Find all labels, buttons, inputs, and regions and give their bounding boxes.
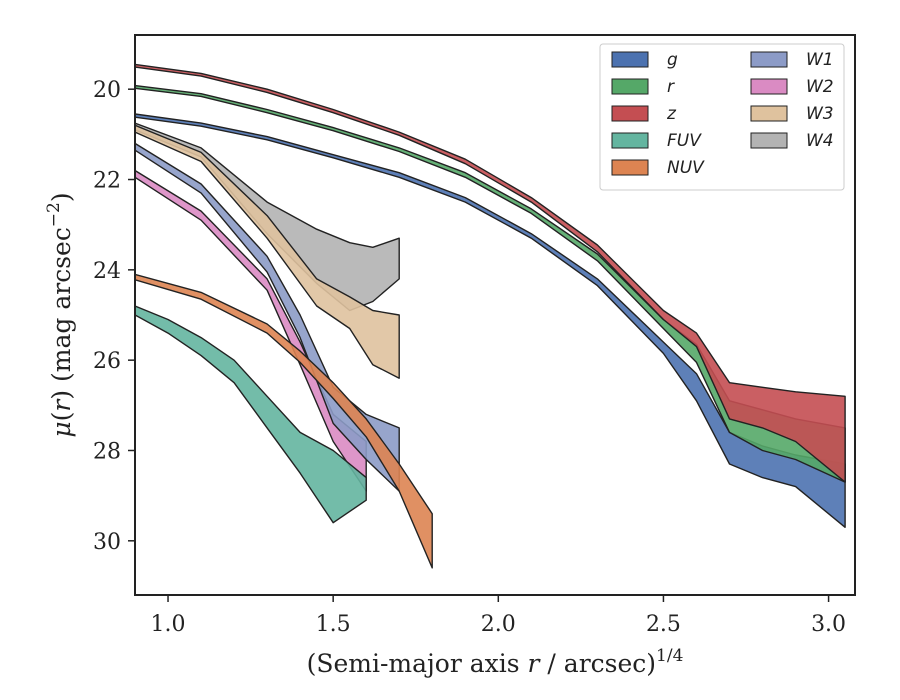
y-tick-label: 20 <box>93 78 121 103</box>
x-axis: 1.0 1.5 2.0 2.5 3.0 <box>151 595 846 637</box>
y-axis-label-mu: μ <box>47 421 76 437</box>
series-band-w3 <box>135 124 400 379</box>
x-axis-label-text: (Semi-major axis <box>307 649 520 678</box>
x-tick-label: 1.0 <box>151 612 186 637</box>
legend-label-w2: W2 <box>806 77 834 97</box>
legend: grz FUV NUV W1 W2 W3 W4 <box>599 43 845 191</box>
y-axis: 20 22 24 26 28 30 <box>93 78 135 555</box>
series-band-g <box>135 113 846 528</box>
x-axis-label: (Semi-major axis r / arcsec)1/4 <box>307 646 684 678</box>
plot-frame <box>134 34 856 596</box>
series-band-nuv <box>135 273 433 569</box>
legend-swatch-w3 <box>750 105 788 122</box>
x-tick-label: 3.0 <box>811 612 846 637</box>
legend-swatch-r <box>611 78 649 95</box>
y-axis-label-exponent: −2 <box>44 202 64 227</box>
y-axis-label-open: ( <box>47 412 76 422</box>
x-tick-label: 1.5 <box>316 612 351 637</box>
legend-swatch-w4 <box>750 132 788 149</box>
legend-label-w1: W1 <box>806 50 834 70</box>
y-axis-label-var: r <box>47 398 76 412</box>
y-tick-label: 30 <box>93 530 121 555</box>
legend-swatch-z <box>611 105 649 122</box>
series-band-z <box>135 63 846 483</box>
y-tick-label: 28 <box>93 439 121 464</box>
legend-swatch-w1 <box>750 51 788 68</box>
legend-label-r: r <box>667 77 675 97</box>
legend-label-w3: W3 <box>806 104 834 124</box>
y-axis-label-close: ) <box>47 192 76 202</box>
legend-label-nuv: NUV <box>667 158 705 178</box>
legend-label-fuv: FUV <box>667 131 702 151</box>
legend-swatch-w2 <box>750 78 788 95</box>
legend-label-w4: W4 <box>806 131 834 151</box>
y-axis-label-text: ) (mag arcsec <box>47 227 76 400</box>
legend-label-z: z <box>666 104 677 124</box>
y-tick-label: 22 <box>93 169 121 194</box>
legend-swatch-g <box>611 51 649 68</box>
x-axis-label-var: r <box>528 649 542 678</box>
x-axis-label-tail: / arcsec) <box>547 649 656 678</box>
legend-swatch-fuv <box>611 132 649 149</box>
x-tick-label: 2.5 <box>646 612 681 637</box>
legend-label-g: g <box>667 50 678 70</box>
series-layer <box>135 63 846 569</box>
x-tick-label: 2.0 <box>481 612 516 637</box>
x-axis-label-exponent: 1/4 <box>656 646 683 666</box>
y-tick-label: 26 <box>93 349 121 374</box>
legend-swatch-nuv <box>611 159 649 176</box>
y-tick-label: 24 <box>93 259 121 284</box>
series-band-fuv <box>135 305 367 524</box>
y-axis-label: μ(r) (mag arcsec−2) <box>44 192 76 437</box>
